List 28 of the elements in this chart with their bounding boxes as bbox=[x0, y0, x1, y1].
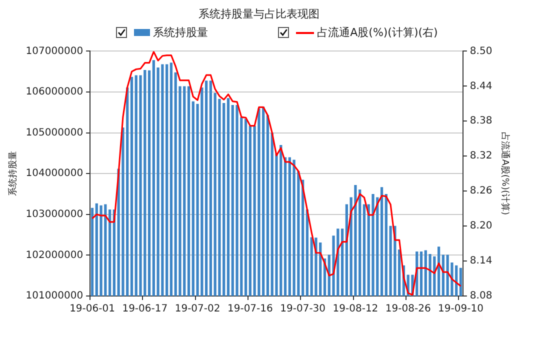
legend-label: 系统持股量 bbox=[153, 25, 208, 40]
y2-tick-label: 8.44 bbox=[470, 80, 492, 92]
legend-label: 占流通A股(%)(计算)(右) bbox=[317, 25, 438, 40]
y2-axis-title: 占流通A股(%)(计算) bbox=[499, 132, 510, 215]
y2-tick-label: 8.08 bbox=[470, 290, 492, 302]
y2-tick-label: 8.14 bbox=[470, 256, 492, 267]
y-tick-label: 102000000 bbox=[26, 250, 84, 261]
x-tick-label: 19-08-26 bbox=[385, 304, 431, 315]
y-tick-label: 106000000 bbox=[26, 86, 84, 98]
chart-title: 系统持股量与占比表现图 bbox=[198, 7, 320, 20]
y-tick-label: 104000000 bbox=[26, 168, 84, 180]
x-tick-label: 19-07-30 bbox=[280, 304, 326, 315]
y2-tick-label: 8.26 bbox=[470, 186, 492, 197]
x-tick-label: 19-08-12 bbox=[332, 304, 378, 315]
x-tick-label: 19-07-16 bbox=[227, 304, 273, 315]
x-tick-label: 19-06-17 bbox=[122, 304, 168, 315]
x-tick-label: 19-06-01 bbox=[70, 304, 115, 315]
y2-tick-label: 8.32 bbox=[470, 150, 492, 162]
y2-tick-label: 8.38 bbox=[470, 116, 492, 127]
y-tick-label: 107000000 bbox=[26, 46, 84, 57]
y-axis-title: 系统持股量 bbox=[8, 151, 19, 196]
y-tick-label: 101000000 bbox=[26, 290, 84, 302]
x-tick-label: 19-07-02 bbox=[174, 304, 220, 315]
x-tick-label: 19-09-10 bbox=[438, 304, 484, 315]
y2-tick-label: 8.50 bbox=[470, 46, 492, 57]
y-tick-label: 103000000 bbox=[26, 208, 84, 220]
y2-tick-label: 8.20 bbox=[470, 220, 492, 232]
y-tick-label: 105000000 bbox=[26, 127, 84, 138]
